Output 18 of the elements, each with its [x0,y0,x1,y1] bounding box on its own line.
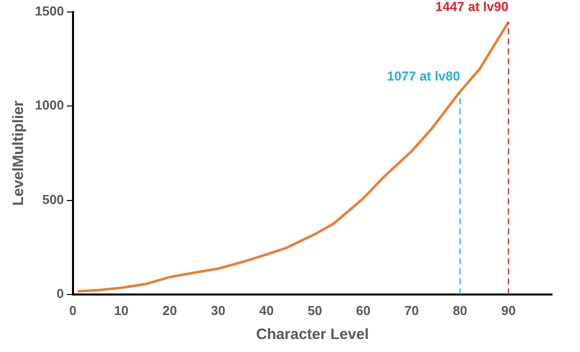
x-tick-label: 70 [404,302,419,318]
y-tick-label: 1000 [35,98,64,113]
y-axis-title: LevelMultiplier [10,100,28,206]
y-tick-label: 0 [56,286,64,301]
x-axis-title: Character Level [256,326,369,344]
ref-line-label: 1447 at lv90 [435,0,508,14]
x-tick-label: 50 [308,302,322,318]
y-tick-label: 500 [42,192,64,207]
ref-line-label: 1077 at lv80 [387,68,460,84]
x-tick-label: 80 [452,302,468,318]
x-tick-label: 20 [162,302,177,318]
x-tick-label: 40 [259,302,274,318]
y-tick-label: 1500 [35,4,64,19]
x-tick-label: 10 [114,302,129,318]
x-tick-label: 60 [356,302,371,318]
x-tick-label: 30 [210,302,226,318]
x-tick-label: 90 [501,302,516,318]
x-tick-label: 0 [69,302,77,318]
